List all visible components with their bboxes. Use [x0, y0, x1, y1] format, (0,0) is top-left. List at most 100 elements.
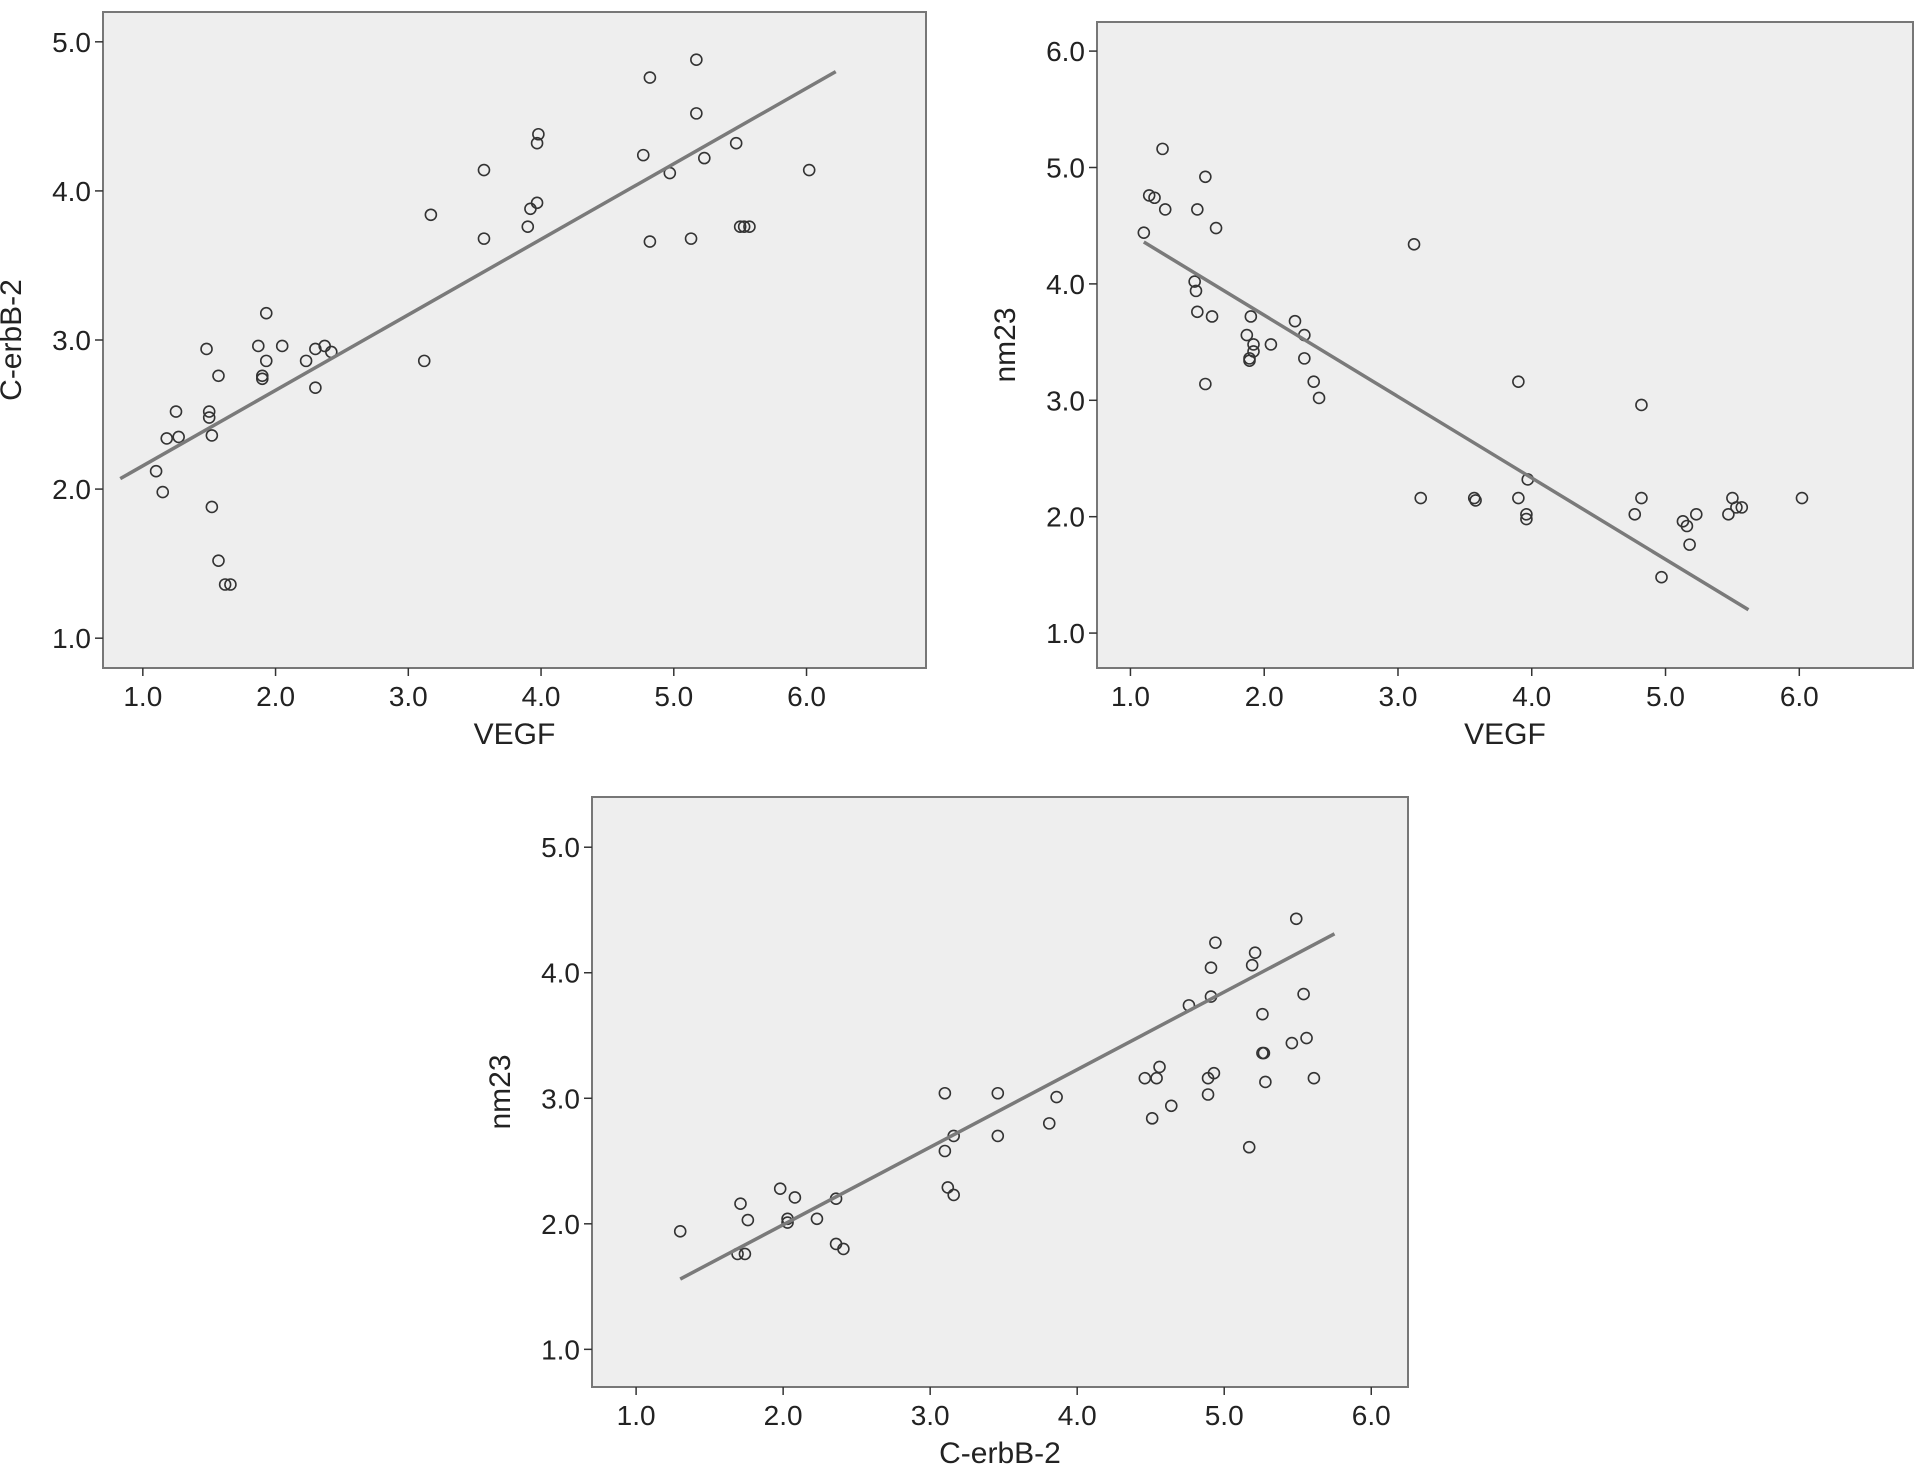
scatter-chart-vegf-cerbb2-data-point: [684, 232, 698, 245]
scatter-chart-cerbb2-nm23-data-point: [1257, 1046, 1271, 1060]
scatter-chart-vegf-nm23-data-point: [1520, 512, 1533, 526]
scatter-chart-cerbb2-nm23-data-point: [734, 1197, 747, 1211]
scatter-chart-vegf-nm23-data-point: [1628, 508, 1642, 521]
scatter-chart-vegf-nm23-data-point: [1635, 491, 1648, 505]
scatter-chart-cerbb2-nm23-data-point: [1209, 936, 1222, 949]
scatter-chart-vegf-nm23-x-axis-label: VEGF: [1464, 718, 1546, 751]
scatter-chart-cerbb2-nm23-data-point: [1245, 958, 1259, 972]
scatter-chart-vegf-nm23-data-point: [1240, 328, 1254, 342]
scatter-chart-cerbb2-nm23-x-tick-label: 4.0: [1058, 1400, 1097, 1431]
scatter-chart-vegf-cerbb2-data-point: [743, 220, 756, 233]
scatter-chart-vegf-cerbb2-data-point: [202, 411, 216, 424]
scatter-chart-vegf-nm23-data-point: [1288, 314, 1302, 328]
scatter-chart-vegf-cerbb2-data-point: [477, 163, 491, 177]
scatter-chart-vegf-cerbb2-data-point: [200, 342, 213, 356]
scatter-chart-vegf-nm23-data-point: [1199, 377, 1212, 391]
scatter-chart-vegf-cerbb2-data-point: [202, 405, 216, 418]
scatter-chart-vegf-cerbb2-data-point: [252, 339, 265, 353]
scatter-chart-vegf-nm23-y-tick-label: 4.0: [1046, 269, 1085, 300]
scatter-chart-vegf-cerbb2-data-point: [530, 196, 544, 210]
scatter-chart-vegf-cerbb2-data-point: [477, 232, 491, 245]
scatter-chart-vegf-cerbb2-data-point: [532, 127, 545, 141]
scatter-chart-vegf-cerbb2-data-point: [643, 71, 657, 84]
scatter-chart-vegf-cerbb2-data-point: [259, 354, 273, 368]
scatter-chart-vegf-nm23-data-point: [1247, 338, 1260, 351]
scatter-chart-vegf-nm23-x-tick-label: 4.0: [1512, 681, 1551, 712]
scatter-chart-vegf-cerbb2-data-point: [424, 208, 438, 222]
scatter-chart-vegf-nm23-y-tick-label: 1.0: [1046, 618, 1085, 649]
scatter-chart-vegf-cerbb2-data-point: [690, 107, 703, 120]
scatter-chart-vegf-cerbb2-data-point: [530, 136, 544, 150]
scatter-chart-cerbb2-nm23-data-point: [1042, 1117, 1056, 1130]
scatter-chart-vegf-cerbb2-data-point: [417, 354, 431, 368]
scatter-chart-cerbb2-nm23-fit-line: [679, 932, 1336, 1281]
scatter-chart-cerbb2-nm23-data-point: [1242, 1140, 1256, 1154]
scatter-chart-vegf-nm23-data-point: [1148, 191, 1161, 205]
scatter-chart-vegf-nm23-data-point: [1312, 391, 1326, 405]
scatter-chart-vegf-cerbb2-data-point: [729, 136, 743, 150]
scatter-chart-vegf-nm23-data-point: [1414, 491, 1428, 505]
scatter-chart-vegf-cerbb2-data-point: [149, 464, 163, 478]
scatter-chart-vegf-nm23-x-tick-label: 5.0: [1646, 681, 1685, 712]
scatter-chart-vegf-cerbb2-data-point: [212, 554, 225, 567]
scatter-chart-cerbb2-nm23-y-axis-label: nm23: [484, 1054, 517, 1129]
scatter-chart-vegf-cerbb2-data-point: [255, 372, 269, 386]
scatter-chart-vegf-nm23-plot-area: [1096, 21, 1914, 669]
scatter-chart-vegf-cerbb2-data-point: [737, 220, 751, 233]
scatter-chart-vegf-cerbb2-y-tick-label: 4.0: [52, 176, 91, 207]
scatter-chart-cerbb2-nm23-data-point: [773, 1182, 787, 1195]
scatter-chart-vegf-cerbb2-data-point: [698, 151, 711, 165]
scatter-chart-cerbb2-nm23-data-point: [788, 1191, 802, 1204]
scatter-chart-cerbb2-nm23-data-point: [938, 1086, 952, 1100]
scatter-chart-vegf-nm23-data-point: [1722, 508, 1735, 521]
scatter-chart-vegf-cerbb2-plot-area: [102, 11, 927, 669]
scatter-chart-vegf-nm23-y-tick-label: 5.0: [1046, 152, 1085, 183]
scatter-chart-cerbb2-nm23-x-tick-label: 5.0: [1205, 1400, 1244, 1431]
scatter-chart-vegf-cerbb2-y-tick-label: 3.0: [52, 325, 91, 356]
scatter-chart-vegf-nm23-data-point: [1158, 203, 1172, 216]
scatter-chart-vegf-nm23-data-point: [1247, 345, 1260, 358]
scatter-chart-vegf-cerbb2-data-point: [160, 432, 174, 445]
scatter-chart-vegf-cerbb2-data-point: [156, 485, 170, 499]
scatter-chart-cerbb2-nm23-data-point: [738, 1247, 752, 1261]
scatter-chart-cerbb2-nm23-x-tick-label: 2.0: [764, 1400, 803, 1431]
scatter-chart-vegf-nm23-data-point: [1635, 398, 1648, 412]
scatter-chart-vegf-cerbb2-x-tick-label: 6.0: [787, 681, 826, 712]
scatter-chart-cerbb2-nm23-data-point: [938, 1144, 952, 1158]
scatter-chart-vegf-nm23-data-point: [1689, 508, 1703, 521]
scatter-chart-vegf-cerbb2-data-point: [172, 430, 185, 444]
scatter-chart-vegf-nm23-fit-line: [1142, 240, 1750, 612]
scatter-chart-vegf-cerbb2-data-point: [643, 235, 657, 248]
scatter-chart-vegf-cerbb2-data-point: [212, 369, 225, 383]
scatter-chart-cerbb2-nm23-y-tick-label: 1.0: [541, 1334, 580, 1365]
scatter-chart-cerbb2-nm23-data-point: [1050, 1090, 1063, 1104]
scatter-chart-vegf-cerbb2-data-point: [218, 578, 232, 591]
scatter-chart-vegf-nm23-data-point: [1264, 338, 1278, 351]
scatter-chart-vegf-nm23-data-point: [1407, 238, 1421, 251]
scatter-chart-vegf-nm23-x-tick-label: 2.0: [1245, 681, 1284, 712]
scatter-chart-vegf-nm23-data-point: [1191, 203, 1204, 216]
scatter-chart-vegf-cerbb2-data-point: [275, 339, 289, 353]
scatter-chart-vegf-nm23-data-point: [1298, 352, 1311, 365]
scatter-chart-vegf-nm23-y-axis-label: nm23: [989, 307, 1022, 382]
scatter-chart-cerbb2-nm23-data-point: [1201, 1088, 1215, 1101]
scatter-chart-cerbb2-nm23-data-point: [991, 1086, 1005, 1100]
scatter-chart-cerbb2-nm23-data-point: [947, 1188, 960, 1202]
scatter-chart-vegf-nm23-data-point: [1188, 275, 1201, 288]
scatter-chart-cerbb2-nm23-data-point: [1285, 1036, 1299, 1050]
scatter-chart-vegf-nm23-data-point: [1520, 508, 1533, 521]
scatter-chart-vegf-cerbb2-y-axis-label: C-erbB-2: [0, 279, 28, 401]
scatter-chart-vegf-cerbb2-y-tick-label: 5.0: [52, 27, 91, 58]
scatter-chart-vegf-cerbb2-data-point: [521, 220, 535, 233]
scatter-chart-vegf-nm23-y-tick-label: 6.0: [1046, 36, 1085, 67]
scatter-chart-vegf-cerbb2-data-point: [309, 381, 322, 395]
scatter-chart-vegf-nm23-data-point: [1191, 305, 1204, 319]
scatter-chart-cerbb2-nm23-data-point: [837, 1242, 850, 1256]
scatter-chart-vegf-cerbb2-data-point: [636, 148, 650, 162]
scatter-chart-vegf-nm23-data-point: [1795, 491, 1809, 505]
scatter-chart-cerbb2-nm23-x-tick-label: 1.0: [617, 1400, 656, 1431]
scatter-chart-cerbb2-nm23-x-tick-label: 3.0: [911, 1400, 950, 1431]
